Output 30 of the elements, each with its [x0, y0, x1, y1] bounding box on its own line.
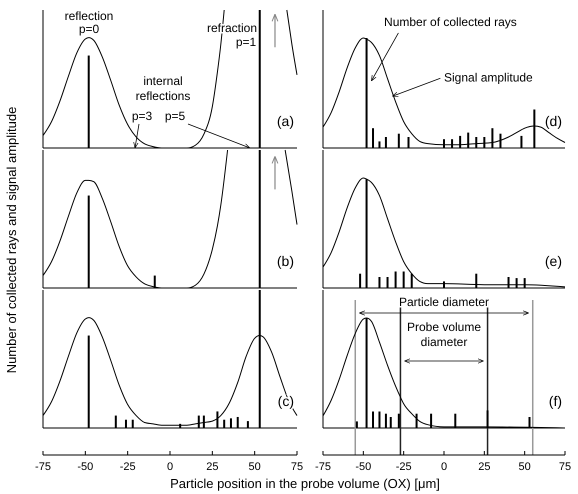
- x-tick-label: 25: [206, 461, 218, 473]
- annotation: (a): [276, 113, 294, 129]
- x-tick-label: -50: [77, 461, 94, 473]
- x-tick-label: 0: [166, 461, 174, 473]
- annotation: (b): [276, 253, 294, 269]
- annotation: Probe volume diameter: [406, 320, 482, 349]
- x-tick-label: 50: [518, 461, 531, 473]
- annotation: p=1: [236, 35, 256, 49]
- x-tick-label: -75: [315, 461, 331, 473]
- y-axis-title: Number of collected rays and signal amplitude: [4, 106, 19, 374]
- x-tick-label: -25: [396, 461, 412, 473]
- annotation: p=3: [132, 109, 152, 123]
- annotation: reflection: [64, 9, 114, 23]
- x-tick-label: -25: [120, 461, 136, 473]
- x-tick-label: 50: [248, 461, 261, 473]
- x-axis-title: Particle position in the probe volume (OX) [μm]: [170, 476, 440, 491]
- annotation: (d): [544, 113, 562, 129]
- x-tick-label: 75: [290, 461, 304, 473]
- x-tick-label: 75: [558, 461, 572, 473]
- annotation: Signal amplitude: [444, 70, 534, 84]
- x-tick-label: 25: [478, 461, 490, 473]
- annotation: internal reflections: [136, 74, 190, 103]
- annotation: (f): [548, 393, 562, 409]
- annotation: (e): [544, 253, 562, 269]
- x-tick-label: 0: [440, 461, 448, 473]
- annotation: Number of collected rays: [384, 14, 517, 29]
- annotation: p=0: [78, 22, 100, 36]
- annotation: p=5: [164, 109, 186, 123]
- x-tick-label: -50: [355, 461, 372, 473]
- x-tick-label: -75: [35, 461, 51, 473]
